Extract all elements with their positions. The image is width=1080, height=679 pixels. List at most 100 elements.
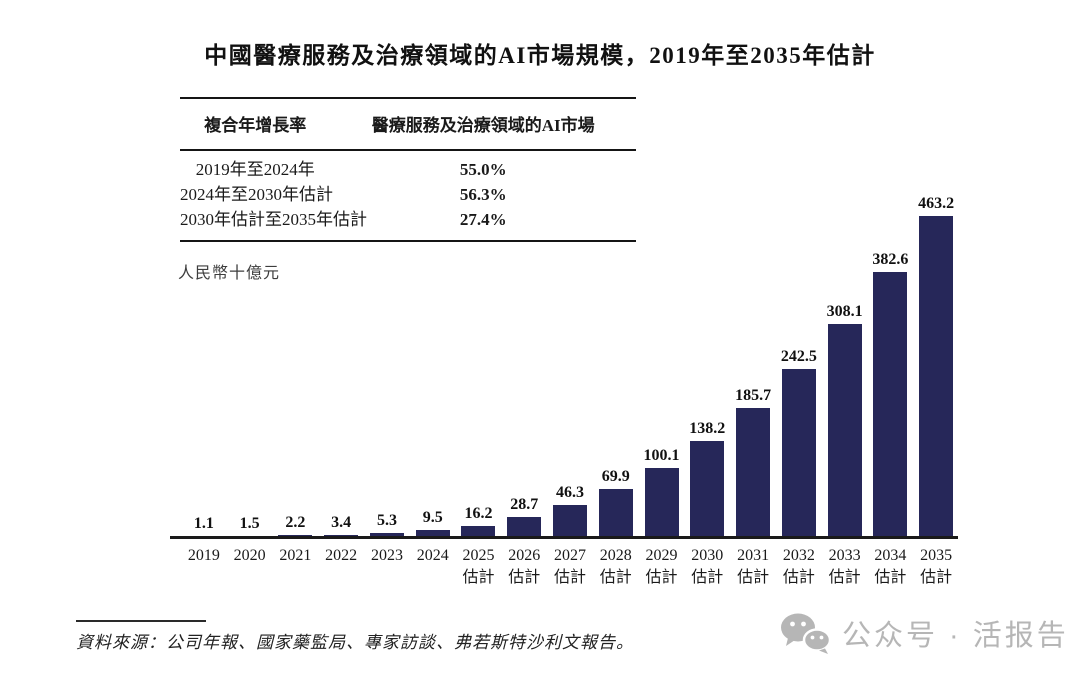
source-note: 資料來源：公司年報、國家藥監局、專家訪談、弗若斯特沙利文報告。 bbox=[76, 633, 634, 652]
bar bbox=[690, 441, 725, 537]
x-axis-label: 2026 估計 bbox=[501, 546, 547, 588]
bar-value-label: 46.3 bbox=[556, 483, 584, 501]
x-axis-label: 2030 估計 bbox=[684, 546, 730, 588]
x-axis-year: 2031 bbox=[737, 547, 770, 564]
x-axis-year: 2033 bbox=[828, 547, 861, 564]
x-axis-year: 2026 bbox=[508, 547, 541, 564]
cagr-table: 複合年增長率 醫療服務及治療領域的AI市場 2019年至2024年 55.0% 20… bbox=[180, 97, 636, 242]
x-axis-year: 2028 bbox=[599, 547, 632, 564]
x-axis-year: 2034 bbox=[874, 547, 907, 564]
bar-value-label: 5.3 bbox=[376, 512, 397, 530]
bar-value-label: 463.2 bbox=[918, 195, 955, 212]
x-axis-label: 2023 bbox=[364, 546, 410, 588]
bar-value-label: 382.6 bbox=[872, 250, 909, 268]
bar-value-label: 69.9 bbox=[601, 467, 630, 485]
x-axis-label: 2021 bbox=[273, 546, 319, 588]
bar-slot: 242.5 bbox=[776, 348, 822, 537]
bar-slot: 382.6 bbox=[867, 251, 913, 537]
bar-slot: 308.1 bbox=[822, 302, 868, 537]
x-axis-label: 2031 估計 bbox=[730, 546, 776, 588]
x-axis-year: 2019 bbox=[187, 547, 220, 564]
cagr-period: 2024年至2030年估計 bbox=[180, 185, 333, 204]
bar-value-label: 1.1 bbox=[193, 514, 214, 532]
cagr-table-header-metric: 複合年增長率 bbox=[204, 116, 307, 135]
bar-slot: 185.7 bbox=[730, 387, 776, 537]
x-axis-year: 2025 bbox=[462, 547, 495, 564]
bar-slot: 1.5 bbox=[227, 514, 273, 537]
cagr-value: 55.0% bbox=[459, 160, 507, 179]
bar-value-label: 16.2 bbox=[464, 504, 493, 522]
bar-slot: 1.1 bbox=[181, 514, 227, 537]
bar bbox=[507, 517, 542, 537]
cagr-table-row: 2024年至2030年估計 56.3% bbox=[180, 182, 636, 207]
bar-slot: 100.1 bbox=[639, 447, 685, 537]
bar-value-label: 100.1 bbox=[643, 446, 680, 464]
cagr-period: 2030年估計至2035年估計 bbox=[180, 210, 367, 229]
bar-slot: 16.2 bbox=[456, 505, 502, 537]
bar-slot: 9.5 bbox=[410, 509, 456, 537]
bar-value-label: 242.5 bbox=[780, 347, 817, 365]
x-axis-label: 2028 估計 bbox=[593, 546, 639, 588]
bar-slot: 28.7 bbox=[501, 496, 547, 537]
bar-value-label: 28.7 bbox=[510, 496, 539, 514]
x-axis-labels: 2019 2020 2021 2022 2023 2024 2025 估計 2026 估計 2027… bbox=[181, 546, 959, 588]
bar bbox=[324, 534, 359, 537]
x-axis-estimate-suffix: 估計 bbox=[691, 569, 724, 586]
bar-value-label: 308.1 bbox=[826, 302, 863, 320]
bar-slot: 46.3 bbox=[547, 484, 593, 537]
cagr-value: 56.3% bbox=[459, 185, 507, 204]
x-axis-estimate-suffix: 估計 bbox=[782, 569, 815, 586]
x-axis-label: 2033 估計 bbox=[822, 546, 868, 588]
x-axis-estimate-suffix: 估計 bbox=[874, 569, 907, 586]
cagr-period: 2019年至2024年 bbox=[195, 160, 315, 179]
bar bbox=[736, 408, 771, 537]
bar bbox=[598, 488, 633, 537]
bar-slot: 5.3 bbox=[364, 512, 410, 537]
x-axis-estimate-suffix: 估計 bbox=[828, 569, 861, 586]
bar-value-label: 9.5 bbox=[422, 509, 443, 527]
x-axis-label: 2029 估計 bbox=[639, 546, 685, 588]
cagr-table-row: 2019年至2024年 55.0% bbox=[180, 157, 636, 182]
x-axis-estimate-suffix: 估計 bbox=[508, 569, 541, 586]
watermark-text: 公众号 · 活报告 bbox=[842, 620, 1069, 652]
x-axis-estimate-suffix: 估計 bbox=[645, 569, 678, 586]
cagr-table-body: 2019年至2024年 55.0% 2024年至2030年估計 56.3% 2030年估… bbox=[180, 151, 636, 240]
x-axis-estimate-suffix: 估計 bbox=[462, 569, 495, 586]
bar-value-label: 2.2 bbox=[285, 514, 306, 532]
source-divider bbox=[76, 620, 206, 622]
bar bbox=[781, 368, 816, 537]
bar-value-label: 1.5 bbox=[239, 514, 260, 532]
x-axis-label: 2019 bbox=[181, 546, 227, 588]
x-axis-label: 2024 bbox=[410, 546, 456, 588]
bar-slot: 3.4 bbox=[318, 514, 364, 537]
bar bbox=[873, 271, 908, 537]
cagr-table-header-market: 醫療服務及治療領域的AI市場 bbox=[371, 116, 595, 135]
x-axis-label: 2034 估計 bbox=[867, 546, 913, 588]
x-axis-year: 2023 bbox=[370, 547, 403, 564]
bar-slot: 69.9 bbox=[593, 468, 639, 537]
x-axis-estimate-suffix: 估計 bbox=[737, 569, 770, 586]
watermark: 公众号 · 活报告 bbox=[778, 611, 1069, 655]
x-axis-label: 2035 估計 bbox=[913, 546, 959, 588]
unit-label: 人民幣十億元 bbox=[178, 265, 281, 282]
cagr-value: 27.4% bbox=[459, 210, 507, 229]
bar bbox=[919, 216, 954, 537]
x-axis-estimate-suffix: 估計 bbox=[920, 569, 953, 586]
x-axis-year: 2024 bbox=[416, 547, 449, 564]
x-axis-year: 2027 bbox=[554, 547, 586, 564]
x-axis-line bbox=[170, 536, 958, 539]
bar-slot: 463.2 bbox=[913, 195, 959, 537]
bar-slot: 2.2 bbox=[273, 514, 319, 537]
x-axis-label: 2022 bbox=[318, 546, 364, 588]
bar-slot: 138.2 bbox=[684, 420, 730, 537]
x-axis-label: 2032 估計 bbox=[776, 546, 822, 588]
x-axis-year: 2032 bbox=[782, 547, 815, 564]
bar bbox=[369, 533, 404, 537]
bar bbox=[553, 504, 587, 537]
bar bbox=[827, 323, 862, 537]
x-axis-year: 2035 bbox=[920, 547, 953, 564]
bar-value-label: 138.2 bbox=[689, 420, 726, 438]
x-axis-year: 2029 bbox=[645, 547, 678, 564]
x-axis-year: 2022 bbox=[325, 547, 358, 564]
